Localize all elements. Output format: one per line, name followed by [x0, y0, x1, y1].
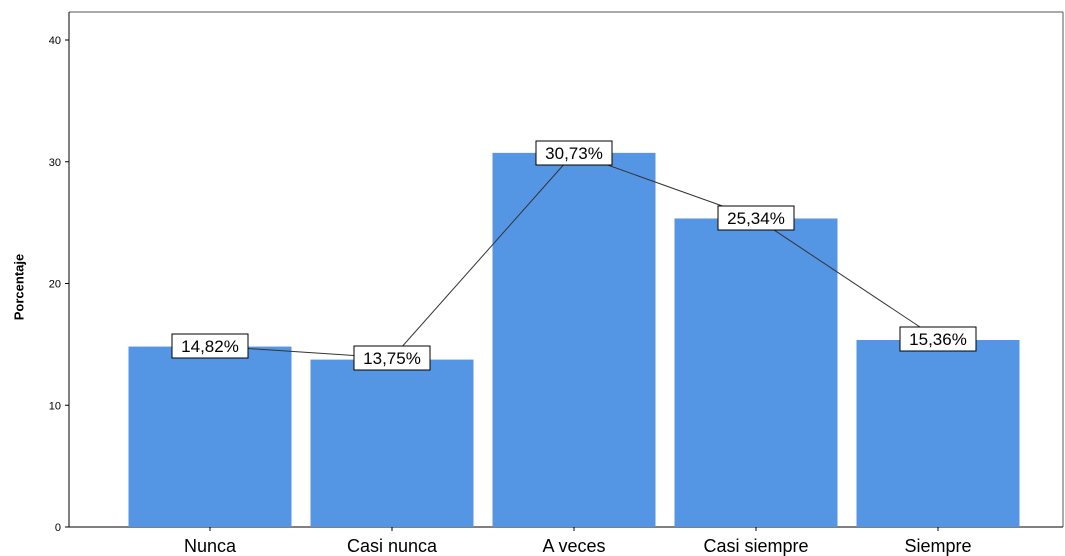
x-tick-label: A veces	[542, 536, 605, 556]
bar	[492, 152, 656, 527]
data-label: 13,75%	[363, 349, 421, 368]
x-tick-label: Casi siempre	[703, 536, 808, 556]
y-tick-label: 0	[55, 522, 61, 534]
bar	[856, 339, 1020, 527]
data-label: 30,73%	[545, 144, 603, 163]
data-label-box	[353, 345, 431, 371]
bar	[310, 359, 474, 527]
bar	[674, 218, 838, 527]
data-label: 15,36%	[909, 330, 967, 349]
data-label: 25,34%	[727, 209, 785, 228]
bar	[128, 346, 292, 527]
y-tick-label: 20	[49, 279, 61, 291]
y-tick-label: 40	[49, 35, 61, 47]
data-label-box	[899, 326, 977, 352]
data-label: 14,82%	[181, 337, 239, 356]
y-tick-label: 10	[49, 400, 61, 412]
x-tick-label: Siempre	[904, 536, 971, 556]
y-tick-label: 30	[49, 157, 61, 169]
data-label-box	[717, 205, 795, 231]
x-tick-label: Casi nunca	[347, 536, 438, 556]
data-label-box	[535, 140, 613, 166]
data-label-box	[171, 333, 249, 359]
x-tick-label: Nunca	[184, 536, 237, 556]
